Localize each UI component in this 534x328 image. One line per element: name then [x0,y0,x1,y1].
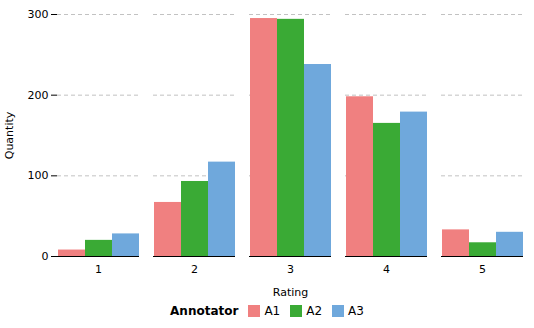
svg-text:4: 4 [383,263,390,276]
svg-text:Quantity: Quantity [3,111,16,159]
svg-text:1: 1 [95,263,102,276]
svg-text:Rating: Rating [273,286,308,299]
html-text:Annotator: Annotator [170,304,239,318]
svg-text:0: 0 [42,250,49,263]
svg-text:5: 5 [479,263,486,276]
svg-text:2: 2 [191,263,198,276]
html-text:A2: A2 [306,304,323,318]
html-text:A3: A3 [348,304,364,318]
svg-text:200: 200 [28,89,49,102]
svg-text:300: 300 [28,8,49,21]
svg-text:3: 3 [287,263,294,276]
svg-text:100: 100 [28,169,49,182]
html-text:A1: A1 [264,304,281,318]
